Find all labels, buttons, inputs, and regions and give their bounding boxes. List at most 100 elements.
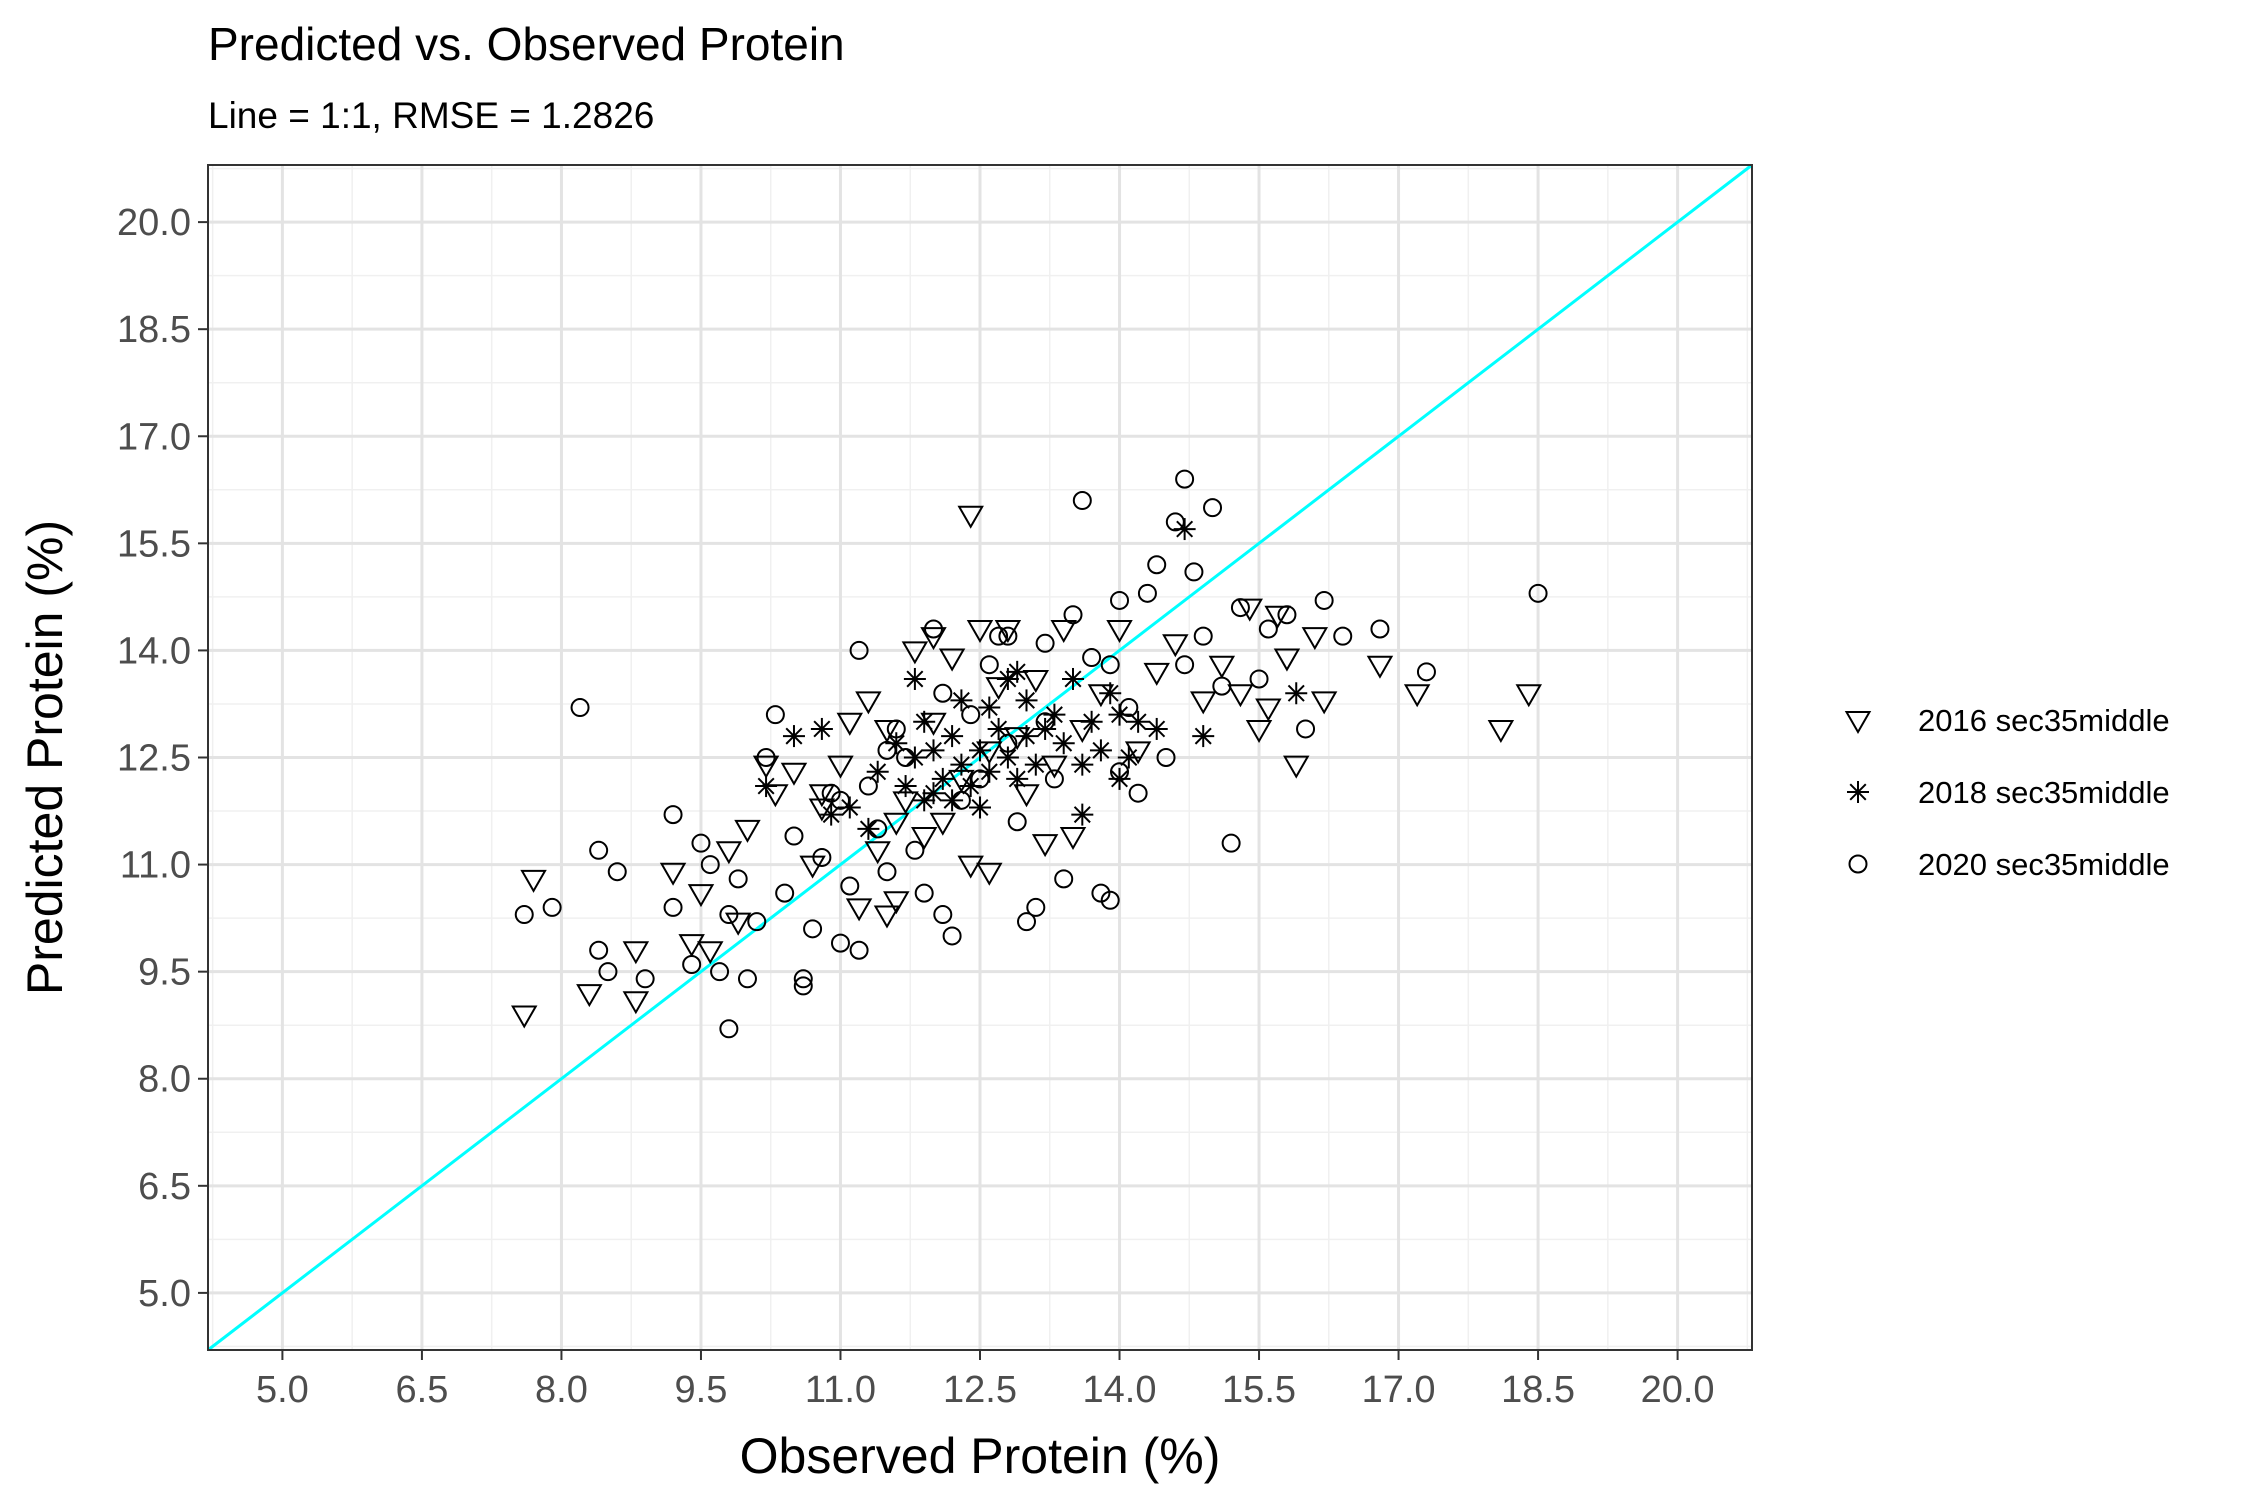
asterisk-stroke — [971, 798, 989, 816]
data-point — [607, 862, 627, 882]
data-point — [1192, 725, 1215, 748]
data-point — [1110, 762, 1130, 782]
data-point — [663, 897, 683, 917]
data-point — [1052, 732, 1075, 755]
data-point — [883, 891, 910, 915]
series-group — [755, 518, 1308, 840]
data-point — [1190, 691, 1217, 715]
data-point — [959, 775, 982, 798]
data-point — [1165, 512, 1185, 532]
asterisk-stroke — [934, 770, 952, 788]
data-point — [978, 760, 1001, 783]
data-point — [678, 934, 705, 958]
data-point — [782, 725, 805, 748]
x-tick-label: 20.0 — [1641, 1369, 1715, 1411]
data-point — [858, 776, 878, 796]
asterisk-stroke — [990, 720, 1008, 738]
data-point — [765, 705, 785, 725]
data-point — [998, 626, 1018, 646]
data-point — [931, 767, 954, 790]
asterisk-stroke — [915, 713, 933, 731]
asterisk-stroke — [1018, 691, 1035, 709]
y-tick-label: 20.0 — [117, 202, 191, 244]
x-tick-label: 17.0 — [1362, 1369, 1436, 1411]
data-point — [1283, 755, 1310, 779]
data-point — [1062, 667, 1085, 690]
data-point — [1044, 769, 1064, 789]
data-point — [1285, 682, 1308, 705]
data-point — [933, 905, 953, 925]
data-point — [1100, 890, 1120, 910]
asterisk-stroke — [869, 763, 887, 781]
data-point — [1314, 590, 1334, 610]
legend-key — [1848, 854, 1868, 874]
asterisk-stroke — [1008, 663, 1026, 681]
data-point — [1041, 755, 1068, 779]
data-point — [1249, 669, 1269, 689]
asterisk-stroke — [952, 691, 970, 709]
data-point — [659, 862, 687, 886]
data-point — [957, 855, 984, 879]
y-tick-label: 11.0 — [120, 845, 191, 887]
asterisk-stroke — [971, 741, 989, 759]
asterisk-stroke — [1027, 756, 1045, 774]
data-point — [1273, 648, 1301, 672]
data-point — [1137, 583, 1157, 603]
legend-label: 2018 sec35middle — [1918, 775, 2170, 810]
data-point — [1072, 491, 1092, 511]
data-point — [950, 689, 973, 712]
data-point — [598, 962, 618, 982]
data-point — [923, 619, 943, 639]
x-axis-title: Observed Protein (%) — [740, 1428, 1221, 1484]
y-tick-label: 14.0 — [117, 630, 191, 672]
data-point — [1100, 655, 1120, 675]
data-point — [1031, 834, 1059, 858]
data-point — [1264, 605, 1291, 629]
data-point — [687, 884, 715, 908]
y-tick-label: 9.5 — [138, 952, 191, 994]
y-tick-label: 15.5 — [117, 523, 191, 565]
data-point — [511, 1005, 538, 1029]
data-point — [1013, 784, 1040, 808]
data-point — [976, 862, 1003, 886]
legend-label: 2020 sec35middle — [1918, 847, 2170, 882]
asterisk-stroke — [952, 756, 970, 774]
data-point — [719, 905, 739, 925]
asterisk-stroke — [813, 720, 831, 738]
data-point — [896, 748, 916, 767]
legend-item: 2016 sec35middle — [1844, 703, 2170, 738]
data-point — [951, 790, 971, 810]
data-point — [747, 912, 767, 932]
asterisk-stroke — [1849, 783, 1867, 801]
asterisk-stroke — [757, 777, 775, 795]
plot-panel — [207, 163, 1753, 1352]
asterisk-stroke — [1008, 770, 1026, 788]
data-point — [1059, 827, 1087, 851]
data-point — [1006, 660, 1029, 683]
data-point — [920, 627, 947, 651]
x-tick-label: 18.5 — [1501, 1369, 1575, 1411]
asterisk-stroke — [1092, 741, 1110, 759]
data-point — [1043, 703, 1066, 726]
data-point — [903, 667, 926, 690]
data-point — [589, 940, 609, 960]
data-point — [803, 919, 823, 939]
y-axis: 5.0 6.5 8.0 9.5 11.0 12.5 14.0 15.5 17.0 18.5 20.0 — [117, 202, 208, 1315]
data-point — [827, 755, 854, 779]
data-point — [1026, 897, 1046, 917]
chart-title: Predicted vs. Observed Protein — [208, 18, 845, 70]
data-point — [1022, 669, 1050, 693]
asterisk-stroke — [943, 727, 961, 745]
data-point — [635, 969, 655, 989]
data-point — [1310, 691, 1338, 715]
data-point — [514, 905, 534, 925]
data-point — [1006, 767, 1029, 790]
chart-subtitle: Line = 1:1, RMSE = 1.2826 — [208, 95, 654, 136]
asterisk-stroke — [1064, 670, 1082, 688]
data-point — [849, 940, 869, 960]
data-point — [838, 796, 861, 819]
grid-lines — [208, 165, 1752, 1350]
data-point — [1403, 684, 1431, 708]
data-point — [682, 955, 702, 975]
data-point — [922, 782, 945, 805]
